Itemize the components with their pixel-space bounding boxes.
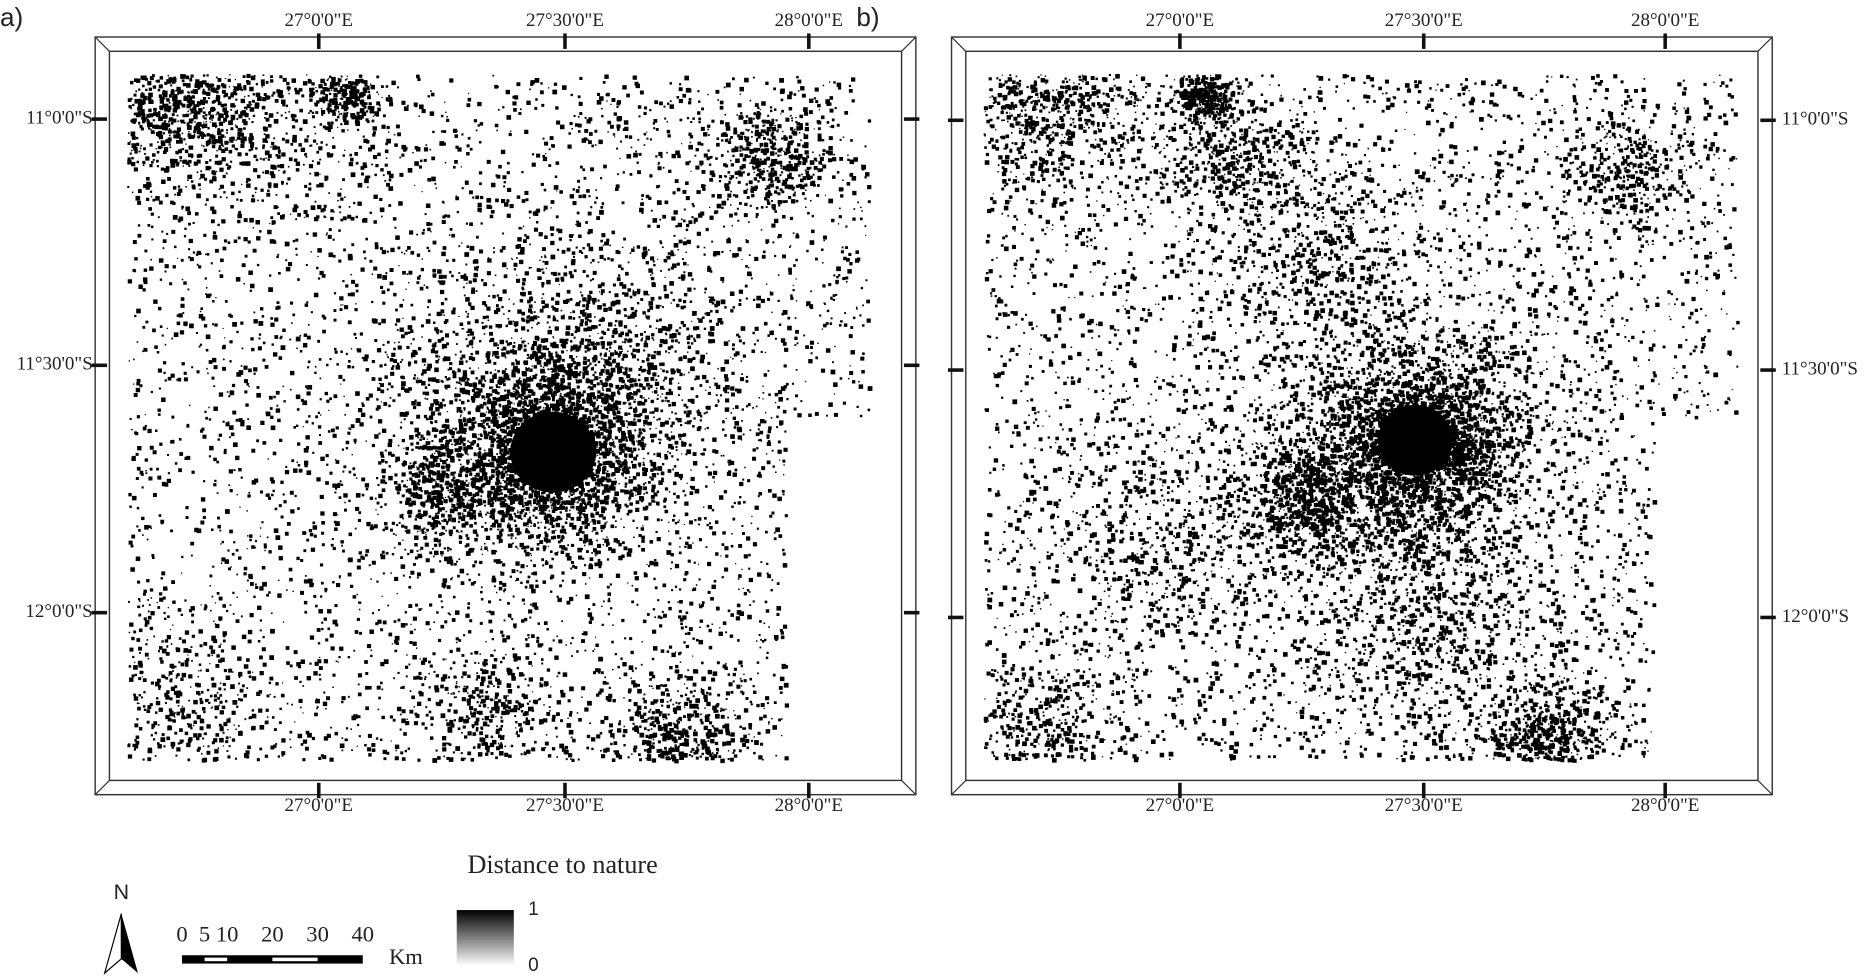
legend-title: Distance to nature: [467, 850, 657, 879]
scale-segment: [205, 958, 228, 962]
legend-max: 1: [528, 899, 539, 920]
scale-label: 40: [351, 921, 374, 946]
lon-label-top: 27°30'0"E: [526, 10, 604, 31]
map-texture: [127, 74, 872, 764]
scale-label: 20: [261, 921, 284, 946]
panel-label: a): [0, 2, 23, 32]
legend-gradient: [457, 910, 514, 966]
scale-label: 10: [216, 921, 239, 946]
lon-label-top: 27°0'0"E: [285, 10, 353, 31]
lat-label: 11°30'0"S: [17, 354, 93, 375]
frame-corner: [952, 780, 966, 794]
scale-segment: [272, 958, 317, 962]
lon-label-top: 27°0'0"E: [1146, 10, 1214, 31]
north-arrow: [105, 914, 122, 973]
frame-corner: [902, 780, 916, 794]
frame-corner: [95, 780, 109, 794]
north-arrow: [121, 914, 138, 973]
lon-label-top: 27°30'0"E: [1385, 10, 1463, 31]
figure: a) 27°0'0"E 27°0'0"E 27°30'0"E 27°30'0"E 28°0…: [0, 0, 1865, 978]
scale-unit: Km: [389, 944, 423, 969]
frame-corner: [1758, 37, 1772, 51]
lat-label: 11°0'0"S: [26, 107, 93, 128]
lon-label-top: 28°0'0"E: [1631, 10, 1699, 31]
lat-label: 12°0'0"S: [25, 601, 92, 622]
panel-label: b): [856, 2, 879, 32]
urban-core: [510, 412, 596, 493]
lat-label: 11°0'0"S: [1782, 109, 1849, 130]
north-label: N: [114, 880, 129, 904]
urban-core: [1378, 405, 1453, 476]
legend-min: 0: [528, 955, 539, 976]
scale-label: 5: [199, 921, 210, 946]
frame-corner: [902, 37, 916, 51]
frame-corner: [95, 37, 109, 51]
frame-corner: [1758, 780, 1772, 794]
map-texture: [984, 74, 1740, 763]
lon-label-top: 28°0'0"E: [775, 10, 843, 31]
lat-label: 12°0'0"S: [1782, 606, 1849, 627]
scale-label: 30: [306, 921, 329, 946]
lat-label: 11°30'0"S: [1782, 358, 1858, 379]
scale-label: 0: [176, 921, 187, 946]
frame-corner: [952, 37, 966, 51]
